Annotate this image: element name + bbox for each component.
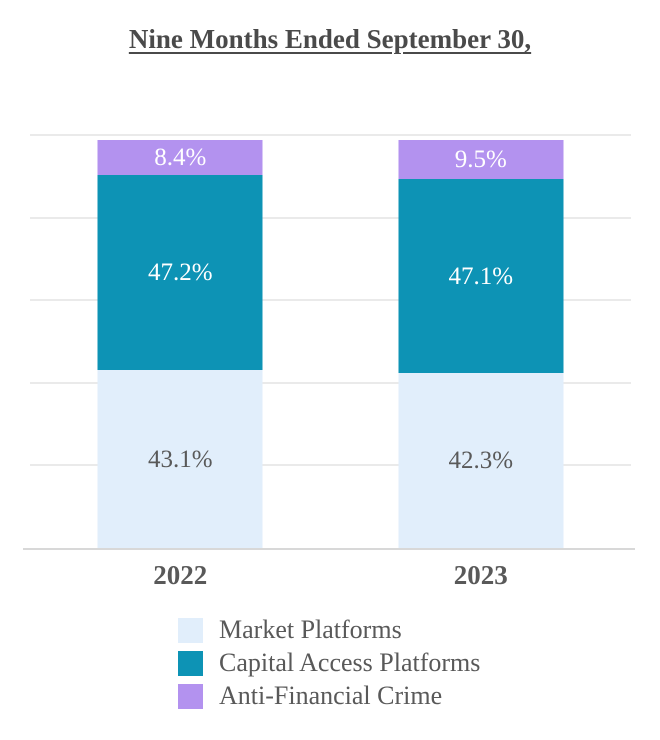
bar-segment: 9.5% [398, 139, 564, 179]
legend-swatch-icon [178, 617, 203, 643]
legend-label: Market Platforms [219, 615, 402, 644]
plot-area: 43.1% 47.2% 8.4% 42.3% 47.1% 9.5% [23, 134, 635, 550]
segment-value-label: 43.1% [147, 445, 213, 473]
bar-segment: 47.1% [398, 178, 564, 374]
x-axis-label: 2023 [453, 560, 508, 590]
bar-segment: 8.4% [97, 140, 263, 176]
bar-segment: 43.1% [97, 370, 263, 548]
bar-segment: 42.3% [398, 373, 564, 548]
legend: Market Platforms Capital Access Platforms… [178, 617, 480, 716]
legend-swatch-icon [178, 683, 203, 709]
segment-value-label: 9.5% [454, 145, 507, 173]
gridline [30, 216, 631, 219]
bar-segment: 47.2% [97, 175, 263, 370]
legend-item: Capital Access Platforms [178, 650, 480, 676]
gridline [30, 381, 631, 384]
gridline [30, 299, 631, 302]
chart-title: Nine Months Ended September 30, [128, 24, 532, 54]
legend-label: Capital Access Platforms [219, 648, 481, 677]
stacked-bar-2023: 42.3% 47.1% 9.5% [398, 135, 564, 548]
legend-label: Anti-Financial Crime [219, 681, 443, 710]
legend-item: Market Platforms [178, 617, 480, 643]
gridline [30, 134, 631, 136]
gridline [30, 464, 631, 467]
segment-value-label: 42.3% [448, 447, 514, 475]
segment-value-label: 47.1% [448, 262, 514, 290]
stacked-bar-2022: 43.1% 47.2% 8.4% [97, 135, 263, 548]
x-axis-labels: 2022 2023 [30, 560, 631, 594]
legend-item: Anti-Financial Crime [178, 683, 480, 709]
segment-value-label: 47.2% [147, 259, 213, 287]
x-axis-label: 2022 [153, 560, 208, 590]
x-axis-line [23, 548, 635, 550]
legend-swatch-icon [178, 650, 203, 676]
segment-value-label: 8.4% [154, 144, 207, 172]
